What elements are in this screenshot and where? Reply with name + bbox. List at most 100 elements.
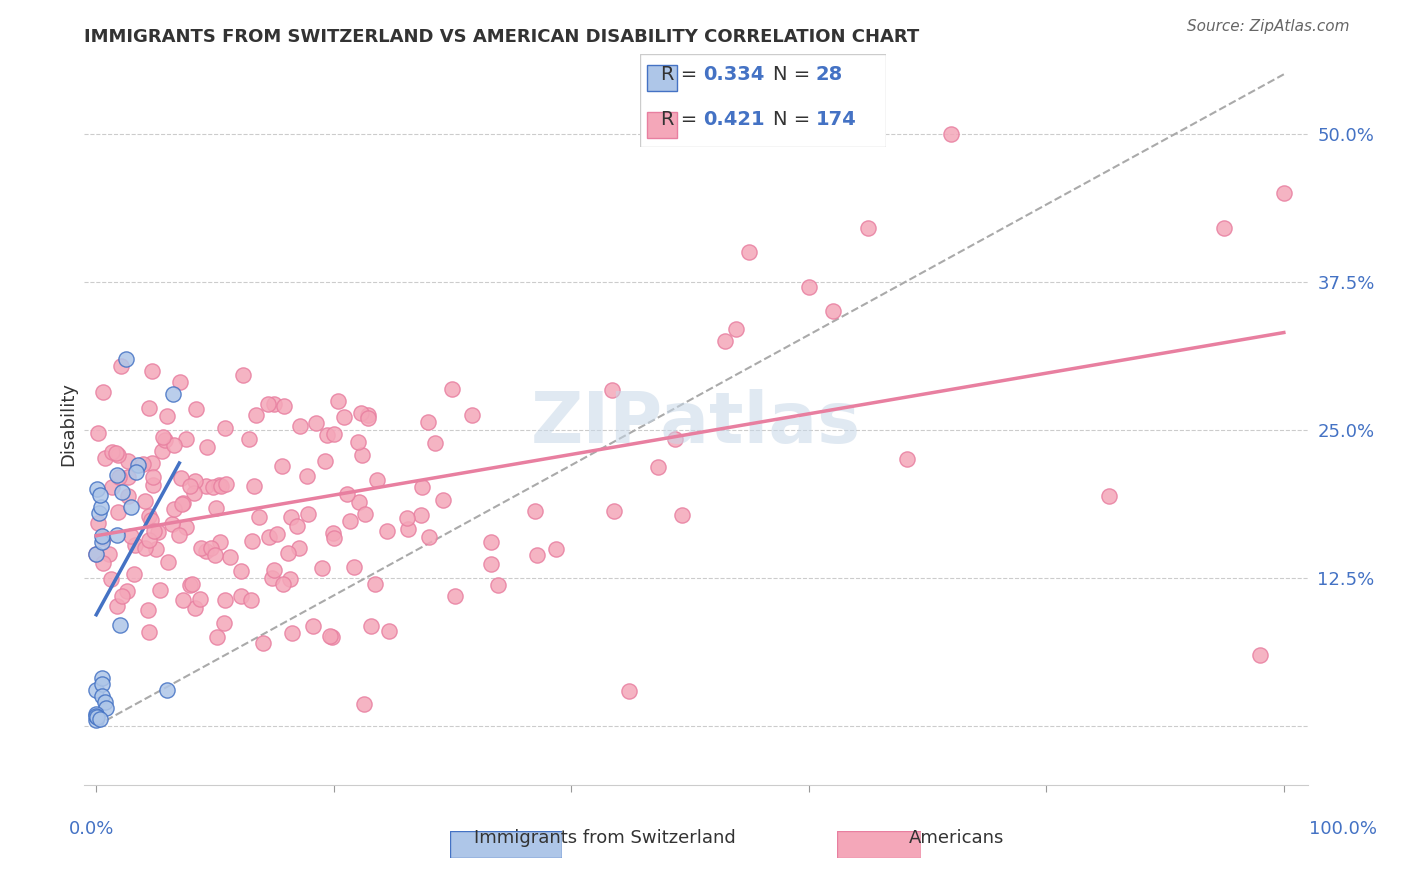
Point bbox=[671, 508, 693, 523]
Point bbox=[288, 541, 311, 555]
Point bbox=[172, 496, 194, 510]
Point bbox=[179, 578, 201, 592]
Point bbox=[322, 426, 344, 441]
Point bbox=[179, 479, 201, 493]
Text: 28: 28 bbox=[815, 65, 842, 84]
Point bbox=[152, 430, 174, 444]
Point bbox=[142, 524, 165, 538]
Point bbox=[1098, 489, 1121, 503]
Point bbox=[183, 485, 205, 500]
Point bbox=[821, 304, 844, 318]
Point bbox=[142, 477, 165, 491]
Point bbox=[314, 454, 336, 468]
Point bbox=[167, 528, 190, 542]
Point bbox=[352, 448, 374, 462]
Point bbox=[146, 525, 169, 540]
Point bbox=[288, 419, 311, 434]
Point bbox=[142, 470, 165, 484]
Point bbox=[149, 582, 172, 597]
Point bbox=[157, 555, 180, 569]
Point bbox=[603, 504, 626, 518]
Point bbox=[411, 480, 433, 494]
Point bbox=[105, 599, 128, 613]
Point bbox=[163, 437, 186, 451]
Point bbox=[364, 577, 387, 591]
Point bbox=[122, 567, 145, 582]
Point bbox=[117, 489, 139, 503]
Point bbox=[188, 592, 211, 607]
Point bbox=[486, 578, 509, 592]
Point bbox=[209, 479, 232, 493]
Text: N =: N = bbox=[773, 65, 817, 84]
Point bbox=[214, 593, 236, 607]
Point bbox=[396, 522, 419, 536]
Point bbox=[138, 508, 160, 523]
Point bbox=[91, 529, 114, 543]
Text: IMMIGRANTS FROM SWITZERLAND VS AMERICAN DISABILITY CORRELATION CHART: IMMIGRANTS FROM SWITZERLAND VS AMERICAN … bbox=[84, 28, 920, 45]
Point bbox=[339, 515, 361, 529]
Point bbox=[141, 456, 163, 470]
Point bbox=[194, 544, 217, 558]
Point bbox=[105, 446, 128, 460]
Text: R =: R = bbox=[661, 65, 703, 84]
Point bbox=[138, 603, 160, 617]
Point bbox=[240, 592, 263, 607]
Point bbox=[378, 624, 401, 638]
Point bbox=[195, 441, 218, 455]
Point bbox=[162, 387, 184, 401]
Point bbox=[181, 577, 204, 591]
Point bbox=[138, 625, 160, 640]
Text: 174: 174 bbox=[815, 110, 856, 128]
Point bbox=[84, 713, 107, 727]
Point bbox=[90, 500, 112, 514]
Point bbox=[357, 410, 380, 425]
Point bbox=[481, 535, 503, 549]
Point bbox=[316, 428, 339, 442]
Point bbox=[97, 547, 120, 561]
Point bbox=[138, 533, 160, 547]
Point bbox=[232, 368, 254, 382]
Point bbox=[1213, 221, 1236, 235]
Point bbox=[163, 502, 186, 516]
Point bbox=[190, 541, 212, 555]
Point bbox=[183, 600, 205, 615]
Point bbox=[170, 497, 193, 511]
Point bbox=[357, 409, 380, 423]
Point bbox=[108, 470, 131, 484]
Text: ZIPatlas: ZIPatlas bbox=[531, 389, 860, 458]
Point bbox=[319, 629, 342, 643]
Point bbox=[523, 504, 546, 518]
Point bbox=[526, 549, 548, 563]
Point bbox=[285, 518, 308, 533]
Point bbox=[375, 524, 398, 538]
Point bbox=[896, 451, 918, 466]
Point bbox=[461, 408, 484, 422]
Point bbox=[115, 584, 138, 599]
Point bbox=[152, 444, 174, 458]
Point bbox=[297, 508, 319, 522]
Text: N =: N = bbox=[773, 110, 817, 128]
Point bbox=[281, 626, 304, 640]
Point bbox=[396, 511, 419, 525]
Point bbox=[256, 396, 278, 410]
Point bbox=[354, 507, 377, 521]
Point bbox=[84, 683, 107, 698]
Text: R =: R = bbox=[661, 110, 703, 128]
Point bbox=[270, 459, 292, 474]
Point bbox=[280, 509, 302, 524]
Point bbox=[328, 393, 350, 408]
Point bbox=[738, 244, 761, 259]
Point bbox=[184, 401, 207, 416]
Point bbox=[260, 571, 283, 585]
Point bbox=[156, 683, 179, 698]
Point bbox=[120, 500, 142, 515]
Point bbox=[125, 465, 148, 479]
Point bbox=[105, 528, 128, 542]
Point bbox=[304, 417, 326, 431]
Point bbox=[600, 383, 623, 397]
Point bbox=[160, 517, 183, 532]
Point bbox=[240, 533, 263, 548]
Point bbox=[360, 619, 382, 633]
Point bbox=[202, 480, 225, 494]
Point bbox=[321, 630, 343, 644]
